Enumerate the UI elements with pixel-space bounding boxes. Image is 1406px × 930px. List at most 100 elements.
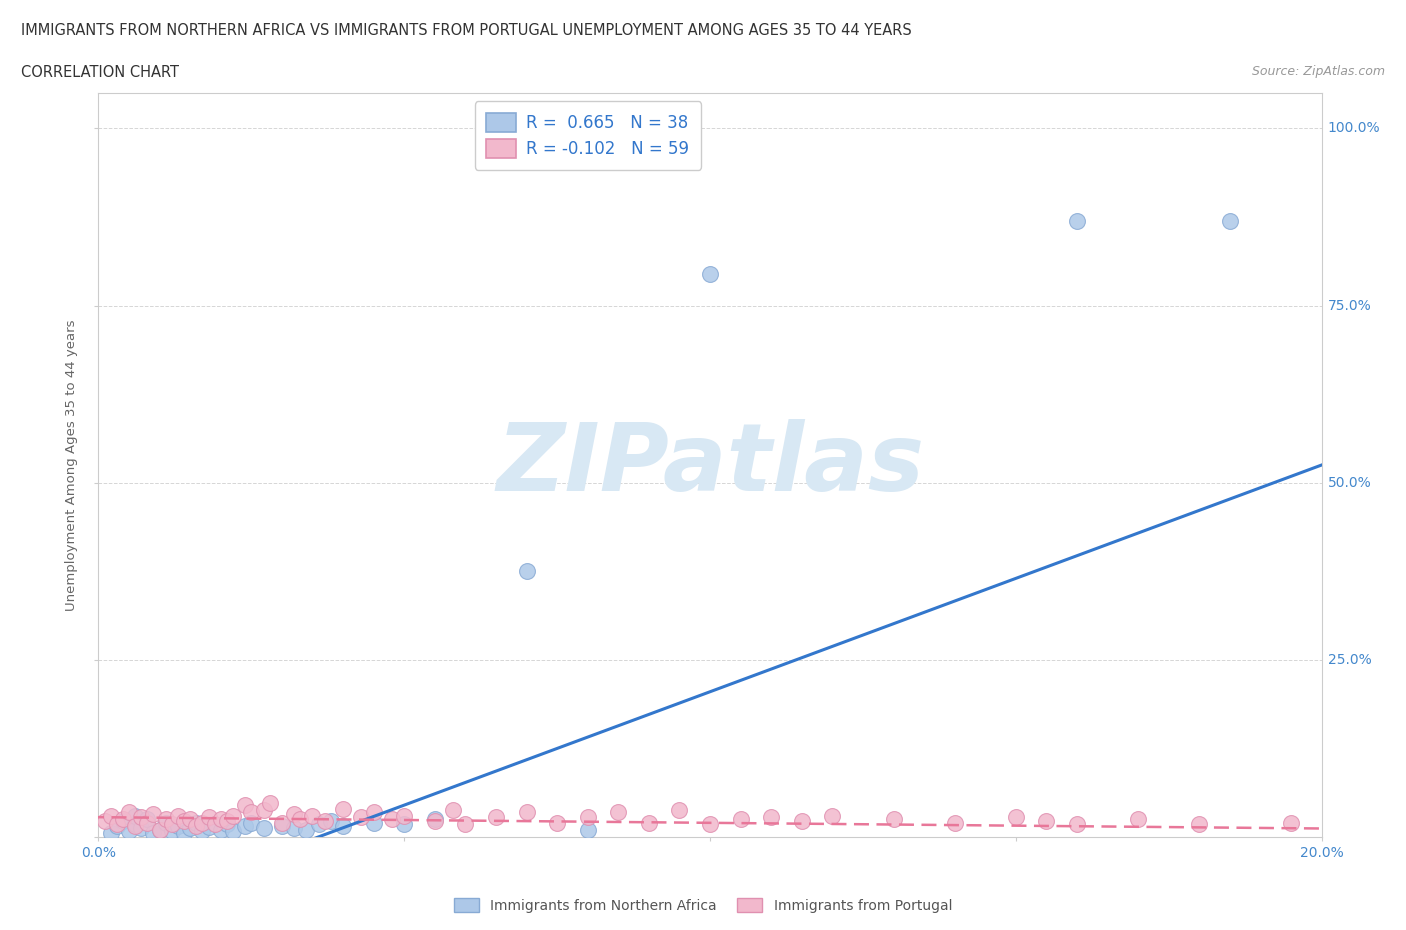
Point — [167, 818, 190, 833]
Point — [270, 816, 292, 830]
Point — [423, 814, 446, 829]
Point — [441, 803, 464, 817]
Point — [363, 816, 385, 830]
Point — [222, 824, 245, 839]
Point — [1128, 812, 1150, 827]
Point — [252, 803, 274, 817]
Point — [118, 804, 141, 819]
Point — [155, 816, 177, 830]
Point — [160, 824, 183, 839]
Legend: Immigrants from Northern Africa, Immigrants from Portugal: Immigrants from Northern Africa, Immigra… — [449, 893, 957, 919]
Point — [392, 817, 416, 831]
Point — [1066, 817, 1088, 831]
Point — [197, 819, 219, 834]
Point — [637, 816, 661, 830]
Point — [179, 821, 201, 836]
Point — [233, 798, 256, 813]
Point — [516, 804, 538, 819]
Point — [93, 814, 115, 829]
Point — [252, 821, 274, 836]
Point — [1035, 814, 1057, 829]
Point — [149, 822, 172, 837]
Text: ZIPatlas: ZIPatlas — [496, 419, 924, 511]
Point — [943, 816, 966, 830]
Point — [699, 266, 721, 281]
Point — [222, 808, 245, 823]
Point — [197, 810, 219, 825]
Point — [730, 812, 752, 827]
Point — [283, 821, 305, 836]
Point — [290, 812, 312, 827]
Point — [576, 810, 599, 825]
Point — [124, 808, 146, 823]
Point — [295, 822, 318, 837]
Point — [240, 816, 263, 830]
Point — [124, 819, 146, 834]
Point — [699, 817, 721, 831]
Point — [209, 812, 232, 827]
Point — [149, 822, 172, 837]
Point — [215, 814, 238, 829]
Text: CORRELATION CHART: CORRELATION CHART — [21, 65, 179, 80]
Point — [301, 808, 323, 823]
Point — [790, 814, 813, 829]
Point — [100, 808, 122, 823]
Point — [546, 816, 568, 830]
Point — [173, 826, 195, 841]
Point — [270, 819, 292, 834]
Text: 75.0%: 75.0% — [1327, 299, 1371, 312]
Text: IMMIGRANTS FROM NORTHERN AFRICA VS IMMIGRANTS FROM PORTUGAL UNEMPLOYMENT AMONG A: IMMIGRANTS FROM NORTHERN AFRICA VS IMMIG… — [21, 23, 912, 38]
Point — [485, 810, 508, 825]
Point — [821, 808, 844, 823]
Point — [240, 804, 263, 819]
Text: 25.0%: 25.0% — [1327, 653, 1371, 667]
Point — [136, 812, 159, 827]
Point — [136, 816, 159, 830]
Point — [1066, 213, 1088, 228]
Point — [576, 822, 599, 837]
Point — [516, 564, 538, 578]
Point — [350, 810, 373, 825]
Point — [173, 814, 195, 829]
Point — [186, 819, 208, 834]
Point — [191, 816, 214, 830]
Point — [160, 817, 183, 831]
Point — [883, 812, 905, 827]
Point — [1219, 213, 1241, 228]
Point — [381, 812, 404, 827]
Point — [332, 819, 354, 834]
Point — [167, 808, 190, 823]
Point — [607, 804, 630, 819]
Point — [233, 819, 256, 834]
Point — [129, 821, 152, 836]
Point — [668, 803, 690, 817]
Point — [209, 822, 232, 837]
Point — [105, 817, 128, 831]
Point — [319, 814, 342, 829]
Point — [332, 802, 354, 817]
Point — [100, 826, 122, 841]
Point — [191, 824, 214, 839]
Point — [308, 817, 330, 831]
Point — [142, 826, 165, 841]
Point — [142, 807, 165, 822]
Point — [392, 808, 416, 823]
Point — [105, 819, 128, 834]
Point — [129, 810, 152, 825]
Legend: R =  0.665   N = 38, R = -0.102   N = 59: R = 0.665 N = 38, R = -0.102 N = 59 — [475, 101, 700, 170]
Point — [118, 824, 141, 839]
Point — [215, 817, 238, 831]
Text: 100.0%: 100.0% — [1327, 122, 1381, 136]
Point — [1279, 816, 1302, 830]
Point — [111, 812, 134, 827]
Point — [155, 812, 177, 827]
Point — [423, 812, 446, 827]
Point — [111, 814, 134, 829]
Text: Source: ZipAtlas.com: Source: ZipAtlas.com — [1251, 65, 1385, 78]
Text: 50.0%: 50.0% — [1327, 476, 1371, 490]
Point — [314, 814, 336, 829]
Point — [186, 816, 208, 830]
Point — [759, 810, 782, 825]
Point — [1188, 817, 1211, 831]
Point — [1004, 810, 1026, 825]
